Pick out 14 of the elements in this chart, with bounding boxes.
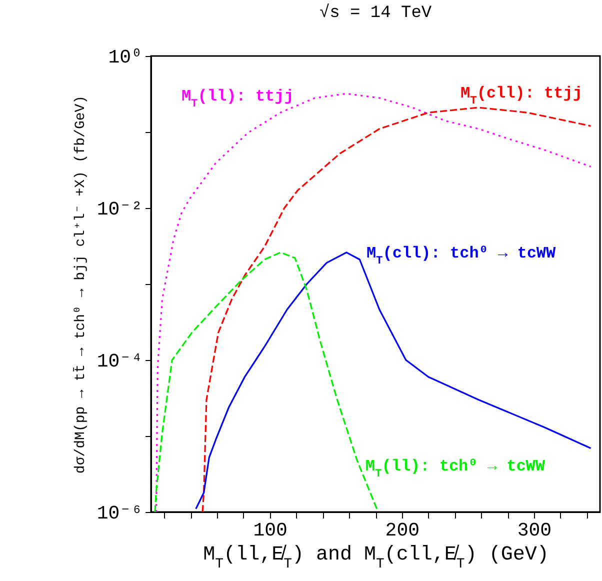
x-tick-label: 300 [517,520,552,542]
chart-title: √s = 14 TeV [319,3,432,23]
y-tick-label: 10⁻⁶ [96,502,142,524]
series-label: M$_{T}$(cll): ttjj [460,84,582,108]
y-tick-label: 10⁻⁴ [96,350,142,372]
text: M$_{T}$(ll,E̸$_{T}$) and M$_{T}$(cll,E̸$_{T}$) (GeV) [203,544,549,572]
x-tick-label: 100 [253,520,288,542]
series-label: M$_{T}$(ll): tch⁰ → tcWW [365,457,546,480]
y-tick-label: 10⁰ [108,46,142,68]
series-label: M$_{T}$(cll): tch⁰ → tcWW [366,244,556,268]
x-tick-label: 200 [385,520,420,542]
y-tick-label: 10⁻² [96,198,142,220]
series-label: M$_{T}$(ll): ttjj [181,88,294,111]
y-axis-title: dσ/dM(pp → tt̄ → tch⁰ → bjj cl⁺l⁻ +X) (fb/GeV) [72,95,89,474]
